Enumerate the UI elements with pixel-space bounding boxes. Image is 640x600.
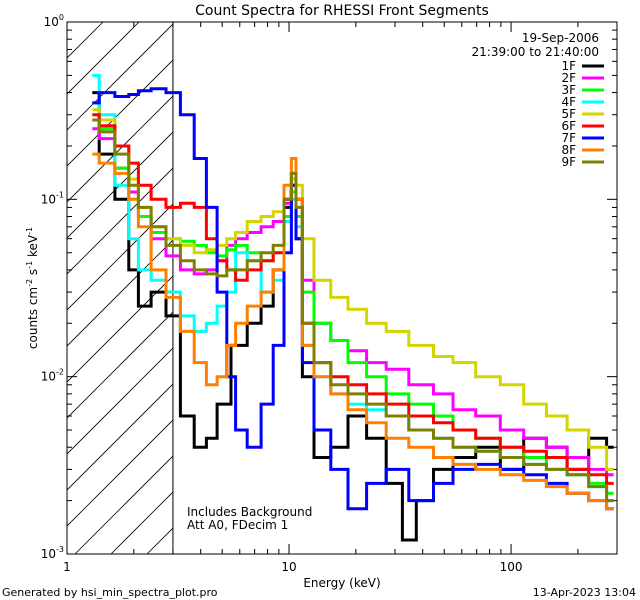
- series-9F: [92, 118, 614, 503]
- y-label-part-5: -1: [25, 227, 34, 235]
- legend-label-1F: 1F: [561, 59, 576, 73]
- x-tick-label: 1: [63, 560, 71, 574]
- y-label-part-0: counts cm: [26, 287, 40, 349]
- hatch-line: [67, 275, 173, 383]
- hatched-region: [67, 22, 173, 554]
- series-7F: [92, 87, 614, 511]
- y-label-part-2: s: [26, 269, 40, 279]
- legend-label-3F: 3F: [561, 83, 576, 97]
- plot-frame: [66, 21, 618, 555]
- time-range-label: 21:39:00 to 21:40:00: [472, 45, 599, 59]
- annotation-attenuator: Att A0, FDecim 1: [187, 518, 288, 532]
- y-label-part-1: -2: [25, 279, 34, 287]
- series-1F: [92, 91, 614, 542]
- hatch-line: [67, 22, 104, 59]
- hatch-line: [74, 455, 173, 554]
- y-tick-label: 10-3: [41, 545, 64, 561]
- legend-label-7F: 7F: [561, 131, 576, 145]
- hatch-line: [67, 347, 173, 455]
- hatch-line: [67, 239, 173, 347]
- y-tick-label: 10-1: [41, 190, 64, 206]
- legend-label-8F: 8F: [561, 143, 576, 157]
- timestamp-label: 13-Apr-2023 13:04: [533, 586, 636, 599]
- generated-by-label: Generated by hsi_min_spectra_plot.pro: [2, 586, 218, 599]
- y-label-part-4: keV: [26, 234, 40, 261]
- y-tick-label: 100: [44, 13, 64, 29]
- annotation-background: Includes Background: [187, 505, 312, 519]
- hatch-line: [67, 203, 173, 311]
- y-label-part-3: -1: [25, 261, 34, 269]
- legend-label-9F: 9F: [561, 155, 576, 169]
- axis-ticks: 1 10 100 100 10-1 10-2 10-3: [41, 13, 618, 574]
- hatch-line: [67, 22, 140, 95]
- legend-label-5F: 5F: [561, 107, 576, 121]
- legend-label-4F: 4F: [561, 95, 576, 109]
- legend-label-2F: 2F: [561, 71, 576, 85]
- hatch-line: [67, 23, 173, 131]
- chart-title: Count Spectra for RHESSI Front Segments: [195, 3, 489, 19]
- date-label: 19-Sep-2006: [522, 31, 599, 45]
- hatch-line: [67, 419, 173, 527]
- hatch-line: [67, 131, 173, 239]
- x-tick-label: 100: [500, 560, 523, 574]
- series-layer: [92, 73, 614, 542]
- series-8F: [92, 152, 614, 511]
- x-axis-label: Energy (keV): [303, 576, 380, 590]
- hatch-line: [67, 95, 173, 203]
- legend-label-6F: 6F: [561, 119, 576, 133]
- y-axis-label: counts cm-2 s-1 keV-1: [25, 227, 40, 349]
- y-tick-label: 10-2: [41, 368, 64, 384]
- hatch-line: [67, 311, 173, 419]
- hatch-line: [67, 59, 173, 167]
- x-tick-label: 10: [281, 560, 296, 574]
- hatch-line: [67, 167, 173, 275]
- hatch-line: [67, 383, 173, 491]
